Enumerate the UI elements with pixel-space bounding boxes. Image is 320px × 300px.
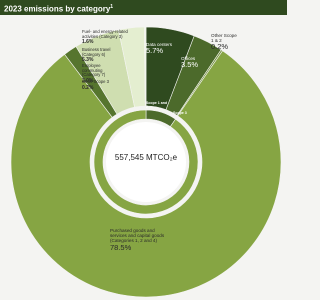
value-label: 0.2% <box>82 84 94 91</box>
value-label: 78.5% <box>110 242 132 252</box>
category-label: Offices <box>181 56 196 61</box>
donut-chart <box>10 26 282 298</box>
segment-label: Other Scope 1 & 2 0.2% <box>211 33 237 51</box>
inner-ring-label: Scope 1 and 2 <box>146 101 168 109</box>
value-label: 0.2% <box>211 42 229 52</box>
segment-label: Employee commuting (Category 7) 3.0% <box>82 63 116 84</box>
title-note: 1 <box>110 4 114 10</box>
category-label: Other Scope 1 & 2 <box>211 33 237 44</box>
outer-segment <box>143 26 147 107</box>
segment-label: Offices 3.5% <box>181 56 205 69</box>
value-label: 5.7% <box>146 46 164 56</box>
center-disc <box>106 122 186 202</box>
category-label: Business travel (Category 6) <box>82 47 111 57</box>
value-label: 3.5% <box>181 60 199 70</box>
category-label: Employee commuting (Category 7) <box>82 63 106 78</box>
category-label: Data centers <box>146 42 173 47</box>
category-label: Other Scope 3 <box>82 79 110 84</box>
value-label: 1.6% <box>82 39 94 46</box>
value-label: 5.3% <box>82 57 94 64</box>
title-bar: 2023 emissions by category1 <box>0 0 287 15</box>
segment-label: Fuel- and energy-related activities (Cat… <box>82 29 130 46</box>
inner-ring-label: Scope 3 <box>173 111 187 115</box>
page: 2023 emissions by category1 Data centers… <box>0 0 287 298</box>
segment-label: Purchased goods and services and capital… <box>110 228 172 252</box>
inner-segment <box>93 109 199 215</box>
value-label: 3.0% <box>82 77 94 84</box>
center-label: 557,545 MTCO₂e <box>114 153 178 162</box>
category-label: Fuel- and energy-related activities (Cat… <box>82 29 128 39</box>
title: 2023 emissions by category <box>4 4 111 14</box>
segment-label: Data centers 5.7% <box>146 42 180 55</box>
category-label: Purchased goods and services and capital… <box>110 228 165 244</box>
segment-label: Other Scope 3 0.2% <box>82 79 116 91</box>
outer-segment <box>10 50 282 298</box>
segment-label: Business travel (Category 6) 5.3% <box>82 47 116 64</box>
